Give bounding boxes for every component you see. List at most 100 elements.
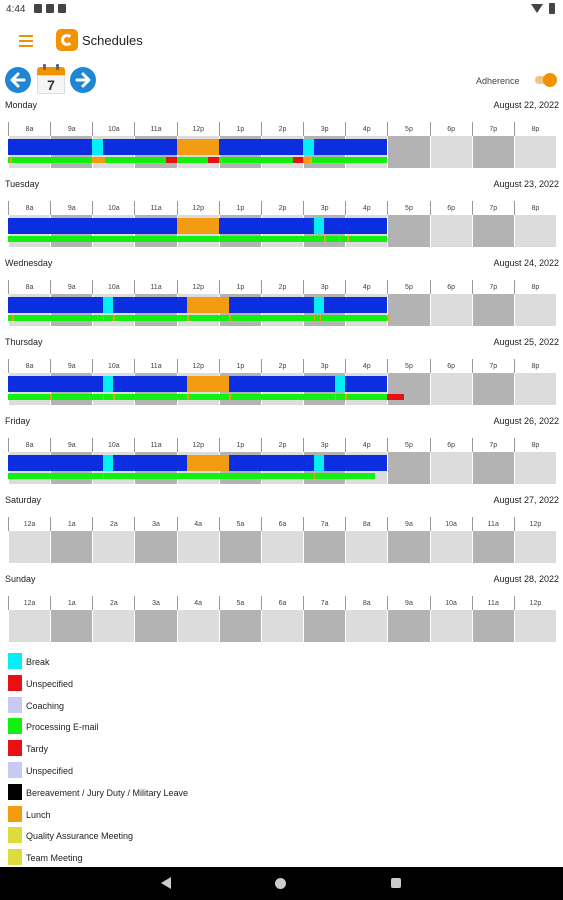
legend-item: Quality Assurance Meeting [6,826,406,848]
schedule-segment-schedule[interactable] [113,297,188,313]
schedule-segment-break[interactable] [102,455,114,471]
hour-label: 12p [176,201,219,215]
schedule-segment-schedule[interactable] [313,139,388,155]
schedule-segment-schedule[interactable] [8,139,93,155]
adherence-marker [347,236,349,242]
timeline-grid[interactable]: 8a 9a 10a 11a 12p 1p 2p 3p 4p 5p 6p 7p 8p [8,122,556,168]
schedule-segment-schedule[interactable] [218,139,304,155]
legend-item: Unspecified [6,761,406,783]
calendar-button[interactable]: 7 [37,64,65,94]
schedule-segment-lunch[interactable] [176,139,219,155]
schedule-segment-schedule[interactable] [324,455,388,471]
hour-column: 5p [387,280,430,326]
hour-label: 8a [8,122,51,136]
day-date: August 28, 2022 [493,574,559,584]
schedule-segment-schedule[interactable] [345,376,388,392]
hour-label: 11a [471,517,514,531]
next-week-button[interactable] [70,67,96,93]
schedule-segment-break[interactable] [92,139,103,155]
schedule-segment-break[interactable] [334,376,346,392]
hour-cell [513,294,556,326]
schedule-segment-schedule[interactable] [8,297,103,313]
schedule-segment-lunch[interactable] [187,455,230,471]
schedule-segment-schedule[interactable] [324,218,388,234]
schedule-segment-break[interactable] [102,297,114,313]
menu-icon[interactable] [19,35,33,47]
adherence-toggle[interactable] [533,73,557,87]
schedule-segment-schedule[interactable] [229,455,314,471]
schedule-segment-break[interactable] [303,139,314,155]
timeline-grid[interactable]: 12a 1a 2a 3a 4a 5a 6a 7a 8a 9a 10a 11a 12p [8,517,556,563]
schedule-segment-schedule[interactable] [8,218,177,234]
schedule-segment-schedule[interactable] [8,455,103,471]
adherence-marker [176,236,179,242]
hour-label: 7p [471,280,514,294]
schedule-segment-lunch[interactable] [176,218,219,234]
day-name: Friday [5,416,31,426]
adherence-segment-adherence [8,315,388,321]
legend-label: Break [26,657,50,667]
schedule-segment-schedule[interactable] [324,297,388,313]
hour-column: 6p [429,359,472,405]
schedule-segment-schedule[interactable] [229,376,335,392]
schedule-segment-schedule[interactable] [102,139,177,155]
hour-label: 8p [513,122,556,136]
schedule-segment-break[interactable] [102,376,114,392]
hour-column: 8a [345,596,388,642]
timeline-grid[interactable]: 8a 9a 10a 11a 12p 1p 2p 3p 4p 5p 6p 7p 8p [8,359,556,405]
adherence-marker [187,394,189,400]
hour-label: 5a [218,517,261,531]
schedule-segment-break[interactable] [313,455,325,471]
hour-cell [92,531,135,563]
timeline-grid[interactable]: 8a 9a 10a 11a 12p 1p 2p 3p 4p 5p 6p 7p 8p [8,201,556,247]
home-icon[interactable] [275,878,286,889]
hour-label: 12p [176,122,219,136]
hour-label: 2p [260,122,304,136]
schedule-segment-schedule[interactable] [229,297,314,313]
timeline-grid[interactable]: 8a 9a 10a 11a 12p 1p 2p 3p 4p 5p 6p 7p 8p [8,438,556,484]
hour-column: 10a [429,517,472,563]
hour-label: 2a [92,596,135,610]
schedule-segment-schedule[interactable] [8,376,103,392]
adherence-segment-adherence [176,157,209,163]
hour-label: 6a [260,517,304,531]
hour-label: 8p [513,438,556,452]
day-row: Sunday August 28, 2022 12a 1a 2a 3a 4a 5a 6a 7a 8a… [0,574,563,653]
hour-label: 4a [176,596,219,610]
back-icon[interactable] [161,877,171,889]
previous-week-button[interactable] [5,67,31,93]
adherence-marker [345,394,347,400]
timeline-grid[interactable]: 12a 1a 2a 3a 4a 5a 6a 7a 8a 9a 10a 11a 12p [8,596,556,642]
adherence-marker [12,315,14,321]
hour-cell [387,294,430,326]
hour-label: 9a [387,517,430,531]
legend-label: Processing E-mail [26,722,99,733]
schedule-segment-break[interactable] [313,218,325,234]
hour-label: 5p [387,438,430,452]
schedule-segment-schedule[interactable] [113,376,188,392]
schedule-segment-lunch[interactable] [187,297,230,313]
schedule-segment-schedule[interactable] [113,455,188,471]
hour-cell [471,610,514,642]
timeline-grid[interactable]: 8a 9a 10a 11a 12p 1p 2p 3p 4p 5p 6p 7p 8p [8,280,556,326]
adherence-marker [305,157,307,163]
hour-cell [303,531,346,563]
recent-apps-icon[interactable] [391,878,401,888]
hour-label: 9a [50,122,93,136]
adherence-marker [113,394,115,400]
schedule-segment-break[interactable] [313,297,325,313]
adherence-marker [220,157,223,163]
hour-label: 1p [218,201,261,215]
adherence-marker [229,394,231,400]
hour-label: 11a [134,122,177,136]
hour-column: 8p [513,359,556,405]
hour-label: 12p [513,517,556,531]
schedule-segment-schedule[interactable] [218,218,314,234]
schedule-segment-lunch[interactable] [187,376,230,392]
adherence-marker [338,236,341,242]
hour-label: 4p [345,201,388,215]
adherence-marker [218,236,221,242]
hour-label: 12p [513,596,556,610]
hour-label: 1p [218,122,261,136]
hour-cell [218,531,261,563]
